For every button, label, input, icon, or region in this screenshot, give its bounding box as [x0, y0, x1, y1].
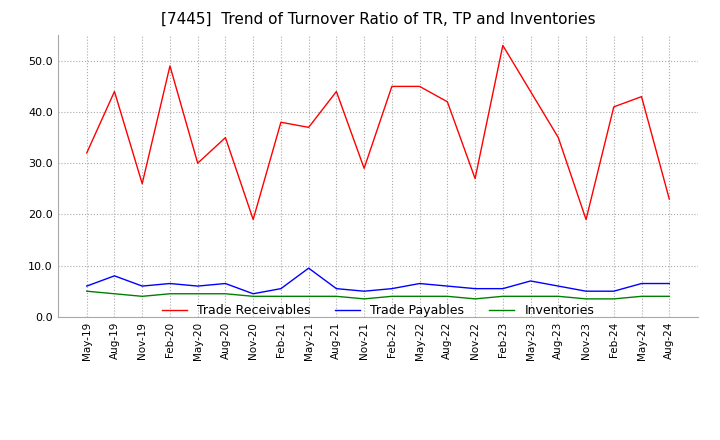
Trade Payables — [82, 283, 91, 289]
Trade Receivables — [637, 94, 646, 99]
Trade Payables — [276, 286, 285, 291]
Trade Payables — [166, 281, 174, 286]
Trade Payables — [415, 281, 424, 286]
Trade Receivables — [665, 196, 674, 202]
Trade Payables — [637, 281, 646, 286]
Trade Receivables — [554, 135, 562, 140]
Trade Receivables — [166, 63, 174, 69]
Trade Payables — [609, 289, 618, 294]
Trade Payables — [498, 286, 507, 291]
Trade Receivables — [498, 43, 507, 48]
Inventories — [665, 293, 674, 299]
Trade Receivables — [526, 89, 535, 94]
Inventories — [305, 293, 313, 299]
Trade Receivables — [387, 84, 396, 89]
Inventories — [471, 296, 480, 301]
Trade Payables — [526, 279, 535, 284]
Legend: Trade Receivables, Trade Payables, Inventories: Trade Receivables, Trade Payables, Inven… — [157, 300, 599, 323]
Trade Receivables — [415, 84, 424, 89]
Trade Payables — [554, 283, 562, 289]
Trade Receivables — [609, 104, 618, 110]
Inventories — [332, 293, 341, 299]
Line: Trade Payables: Trade Payables — [86, 268, 670, 294]
Trade Payables — [332, 286, 341, 291]
Line: Inventories: Inventories — [86, 291, 670, 299]
Trade Payables — [443, 283, 451, 289]
Trade Receivables — [194, 161, 202, 166]
Trade Receivables — [82, 150, 91, 156]
Inventories — [249, 293, 258, 299]
Trade Receivables — [305, 125, 313, 130]
Trade Payables — [194, 283, 202, 289]
Trade Payables — [387, 286, 396, 291]
Inventories — [415, 293, 424, 299]
Trade Receivables — [221, 135, 230, 140]
Title: [7445]  Trend of Turnover Ratio of TR, TP and Inventories: [7445] Trend of Turnover Ratio of TR, TP… — [161, 12, 595, 27]
Trade Payables — [665, 281, 674, 286]
Inventories — [387, 293, 396, 299]
Trade Payables — [582, 289, 590, 294]
Trade Payables — [471, 286, 480, 291]
Trade Receivables — [582, 217, 590, 222]
Trade Receivables — [276, 120, 285, 125]
Inventories — [582, 296, 590, 301]
Trade Receivables — [110, 89, 119, 94]
Trade Payables — [138, 283, 147, 289]
Inventories — [166, 291, 174, 297]
Trade Payables — [360, 289, 369, 294]
Inventories — [276, 293, 285, 299]
Trade Payables — [249, 291, 258, 297]
Trade Payables — [110, 273, 119, 279]
Trade Receivables — [471, 176, 480, 181]
Inventories — [637, 293, 646, 299]
Inventories — [110, 291, 119, 297]
Inventories — [221, 291, 230, 297]
Inventories — [82, 289, 91, 294]
Trade Receivables — [332, 89, 341, 94]
Trade Receivables — [360, 166, 369, 171]
Inventories — [609, 296, 618, 301]
Trade Receivables — [249, 217, 258, 222]
Trade Payables — [305, 265, 313, 271]
Inventories — [443, 293, 451, 299]
Trade Receivables — [138, 181, 147, 186]
Inventories — [526, 293, 535, 299]
Inventories — [194, 291, 202, 297]
Inventories — [138, 293, 147, 299]
Inventories — [498, 293, 507, 299]
Line: Trade Receivables: Trade Receivables — [86, 45, 670, 220]
Inventories — [554, 293, 562, 299]
Trade Receivables — [443, 99, 451, 104]
Inventories — [360, 296, 369, 301]
Trade Payables — [221, 281, 230, 286]
